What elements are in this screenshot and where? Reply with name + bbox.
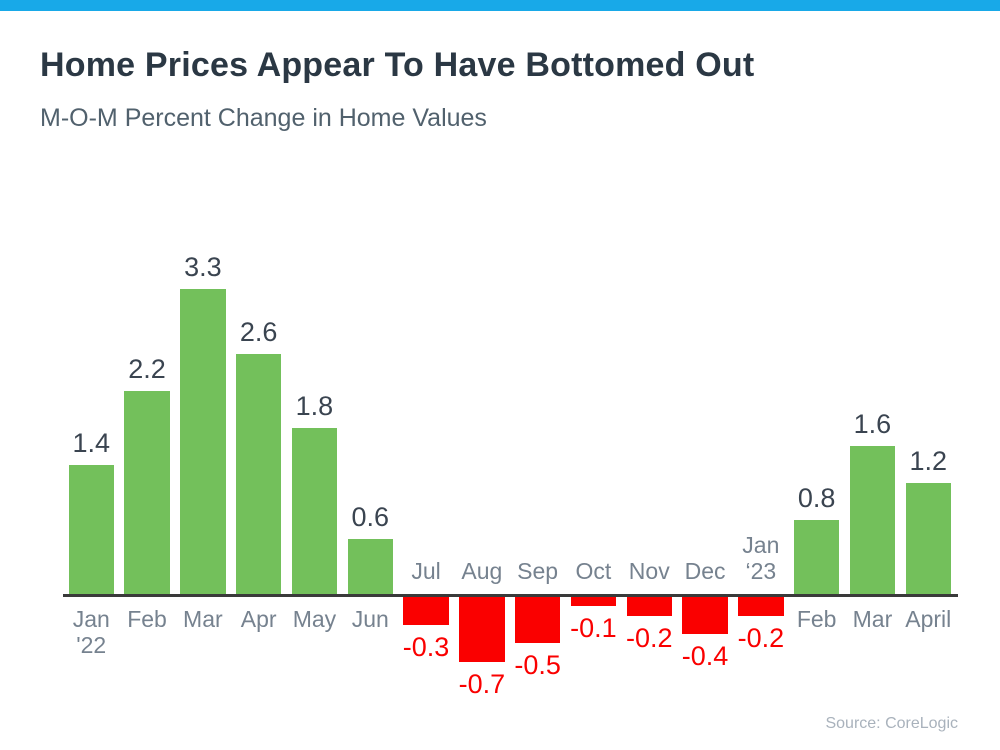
x-tick-month: Feb	[796, 606, 837, 632]
chart-title: Home Prices Appear To Have Bottomed Out	[40, 46, 755, 84]
bar-2	[124, 390, 170, 594]
x-tick-label: Jan '22	[46, 606, 136, 658]
bar-5	[291, 427, 338, 594]
x-tick-label: Jan ‘23	[716, 532, 806, 584]
bar-10	[570, 597, 617, 607]
x-tick-label: Feb	[102, 606, 192, 632]
x-tick-month: Jan	[742, 532, 780, 558]
x-tick-month: May	[292, 606, 337, 632]
value-label: -0.1	[570, 613, 617, 644]
value-label: -0.2	[625, 622, 673, 653]
source-credit: Source: CoreLogic	[825, 715, 958, 732]
x-tick-label: Oct	[548, 558, 638, 584]
x-tick-month: Aug	[461, 558, 503, 584]
x-tick-label: Mar	[827, 606, 917, 632]
x-tick-month: Feb	[127, 606, 167, 632]
bar-3	[180, 288, 226, 594]
x-tick-label: Mar	[158, 606, 248, 632]
value-label: 2.6	[239, 316, 278, 347]
x-tick-label: Apr	[214, 606, 304, 632]
bar-9	[514, 597, 561, 644]
x-tick-month: Sep	[517, 558, 559, 584]
bar-16	[905, 483, 951, 594]
x-tick-label: April	[883, 606, 973, 632]
x-tick-month: Jul	[411, 558, 441, 584]
x-tick-month: Mar	[183, 606, 223, 632]
x-tick-year: '22	[76, 632, 107, 658]
value-label: 3.3	[184, 251, 222, 282]
value-label: 0.8	[797, 483, 836, 513]
x-tick-label: Jun	[325, 606, 415, 632]
bar-8	[459, 597, 505, 662]
value-label: -0.3	[402, 631, 450, 662]
bar-1	[68, 464, 114, 594]
x-tick-month: Jun	[351, 606, 389, 632]
x-tick-label: Aug	[437, 558, 527, 584]
bar-6	[347, 538, 393, 594]
value-label: -0.5	[514, 650, 561, 681]
bar-7	[403, 597, 449, 625]
bar-15	[849, 446, 896, 594]
x-tick-label: Sep	[493, 558, 583, 584]
top-accent-bar	[0, 0, 1000, 11]
value-label: 1.6	[853, 409, 892, 439]
x-tick-month: Apr	[240, 606, 277, 632]
x-tick-month: Nov	[628, 558, 670, 584]
x-tick-label: Feb	[772, 606, 862, 632]
x-tick-month: Oct	[575, 558, 612, 584]
x-tick-label: Dec	[660, 558, 750, 584]
x-tick-month: Dec	[684, 558, 726, 584]
value-label: 2.2	[128, 353, 166, 384]
bar-13	[738, 597, 784, 616]
value-label: 1.2	[909, 446, 948, 476]
bar-11	[626, 597, 672, 616]
x-tick-month: Mar	[852, 606, 893, 632]
x-tick-month: April	[905, 606, 952, 632]
x-tick-label: Jul	[381, 558, 471, 584]
value-label: -0.4	[681, 641, 729, 671]
value-label: 1.8	[295, 390, 334, 421]
value-label: -0.2	[737, 622, 785, 653]
chart-subtitle: M-O-M Percent Change in Home Values	[40, 104, 487, 132]
bar-14	[793, 520, 840, 594]
x-tick-month: Jan	[72, 606, 110, 632]
bar-4	[235, 353, 282, 594]
x-tick-label: Nov	[604, 558, 694, 584]
x-tick-year: ‘23	[745, 558, 777, 584]
value-label: 0.6	[351, 501, 390, 532]
bar-12	[682, 597, 728, 634]
x-axis-line	[63, 594, 958, 597]
value-label: -0.7	[458, 668, 506, 699]
value-label: 1.4	[72, 427, 111, 458]
x-tick-label: May	[269, 606, 359, 632]
